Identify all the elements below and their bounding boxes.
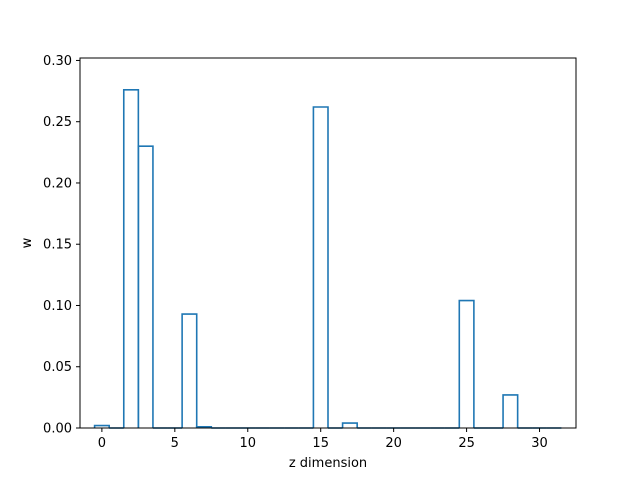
x-tick-label: 0 xyxy=(98,436,106,451)
histogram-bar xyxy=(312,106,329,428)
y-tick-label: 0.20 xyxy=(43,176,72,191)
x-axis-ticks: 0 5 10 15 20 25 30 xyxy=(98,428,548,451)
y-tick-label: 0.15 xyxy=(43,238,72,253)
y-tick-label: 0.00 xyxy=(43,422,72,437)
y-tick-label: 0.10 xyxy=(43,299,72,314)
y-tick-label: 0.05 xyxy=(43,360,72,375)
histogram-bar xyxy=(458,299,475,428)
x-tick-label: 30 xyxy=(531,436,548,451)
histogram-bar xyxy=(341,422,358,428)
x-tick-label: 20 xyxy=(385,436,402,451)
histogram-bar xyxy=(195,425,213,428)
x-tick-label: 5 xyxy=(171,436,179,451)
y-axis-label: w xyxy=(20,237,35,248)
x-tick-label: 15 xyxy=(312,436,329,451)
y-tick-label: 0.30 xyxy=(43,54,72,69)
histogram-bar xyxy=(93,424,110,428)
x-tick-label: 10 xyxy=(239,436,256,451)
y-axis-ticks: 0.00 0.05 0.10 0.15 0.20 0.25 0.30 xyxy=(43,54,80,437)
histogram-bar xyxy=(137,145,154,428)
y-tick-label: 0.25 xyxy=(43,115,72,130)
histogram-bar xyxy=(502,394,519,428)
plot-frame xyxy=(79,57,577,429)
x-axis-label: z dimension xyxy=(289,456,367,471)
x-tick-label: 25 xyxy=(458,436,475,451)
histogram-bar xyxy=(181,313,198,428)
